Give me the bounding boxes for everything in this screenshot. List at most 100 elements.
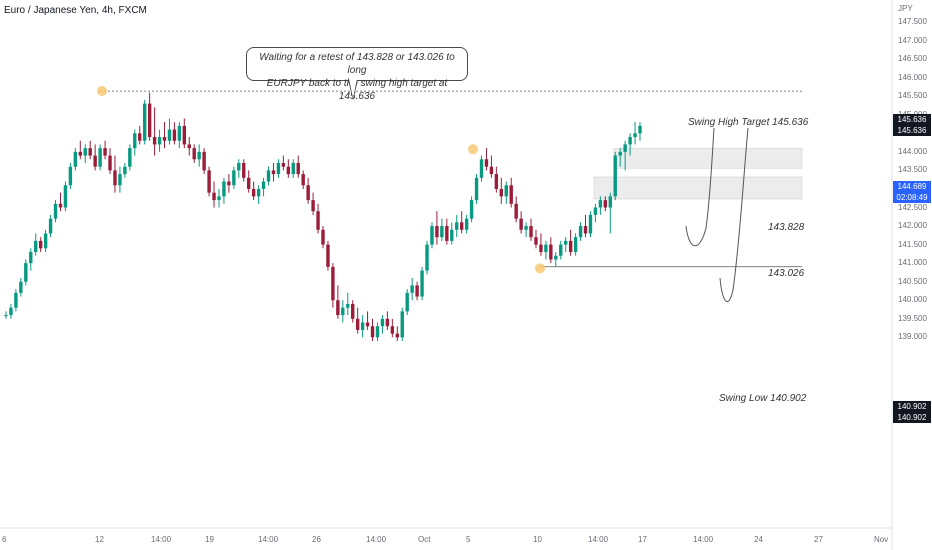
annotation-line-2: EURJPY back to the swing high target at …	[266, 78, 448, 102]
candle	[291, 159, 295, 178]
candle	[479, 155, 484, 182]
candle	[484, 148, 489, 171]
candle	[564, 237, 568, 253]
candle	[162, 122, 167, 149]
markers-layer	[97, 86, 545, 274]
candle	[578, 222, 583, 241]
candle	[568, 229, 573, 256]
candle	[152, 107, 157, 156]
candle	[48, 214, 53, 238]
candle	[24, 259, 28, 286]
swing-high-marker	[97, 86, 107, 97]
retest-zone-lower[interactable]	[593, 176, 803, 200]
candle	[440, 218, 444, 241]
price-tick-label: 141.500	[898, 239, 927, 249]
candle	[573, 233, 578, 256]
candle	[380, 315, 385, 334]
candle	[519, 211, 523, 234]
candle	[266, 166, 271, 186]
candles-layer	[4, 92, 642, 342]
candle	[103, 140, 107, 160]
candle	[435, 211, 439, 245]
candle	[217, 188, 221, 208]
candle	[326, 240, 330, 271]
candle	[247, 170, 251, 193]
swing-high-price-tag-2: 145.636	[893, 125, 931, 136]
candle	[242, 159, 246, 182]
candle	[9, 303, 13, 319]
candle	[197, 144, 201, 167]
time-tick-label: 5	[466, 535, 471, 544]
candle	[261, 177, 266, 197]
candle	[296, 155, 300, 178]
candle	[455, 214, 459, 238]
candle	[341, 300, 345, 323]
candle	[138, 125, 142, 145]
candle	[128, 144, 132, 171]
candle	[108, 148, 112, 175]
candle	[360, 315, 365, 338]
time-tick-label: 24	[754, 535, 763, 544]
candle	[365, 311, 370, 330]
projection-layer	[685, 127, 749, 303]
time-tick-label: Nov	[874, 535, 889, 544]
candle	[638, 122, 642, 141]
candle	[187, 137, 191, 156]
candle	[232, 166, 236, 189]
time-tick-label: 14:00	[151, 535, 172, 544]
candle	[29, 248, 33, 271]
candle	[222, 177, 226, 204]
price-tick-label: 142.000	[898, 221, 927, 231]
time-tick-label: 27	[814, 535, 823, 544]
swing-low-price-tag-2: 140.902	[893, 412, 931, 423]
candle	[494, 166, 499, 193]
candle	[613, 151, 617, 201]
candle	[34, 233, 38, 256]
time-tick-label: 19	[205, 535, 214, 544]
lower-high-marker	[468, 144, 478, 155]
annotation-callout[interactable]: Waiting for a retest of 143.828 or 143.0…	[246, 47, 468, 102]
candle	[118, 166, 122, 193]
candle	[529, 218, 533, 241]
candle	[123, 162, 127, 178]
zone-upper-label[interactable]: 143.828	[768, 222, 805, 233]
swing-low-label[interactable]: Swing Low 140.902	[719, 393, 807, 404]
annotation-callout-tail-fill	[349, 79, 357, 98]
bar-countdown-tag: 02:08:49	[893, 192, 931, 203]
candle	[539, 233, 543, 256]
candle	[514, 196, 518, 223]
candle	[524, 222, 528, 238]
candle	[415, 281, 419, 301]
candle	[321, 226, 325, 249]
candle	[147, 92, 152, 141]
candle	[509, 177, 513, 208]
symbol-title[interactable]: Euro / Japanese Yen, 4h, FXCM	[4, 5, 147, 16]
candle	[301, 170, 305, 189]
candle	[489, 155, 494, 178]
candle	[504, 181, 508, 204]
time-tick-label: 10	[533, 535, 542, 544]
price-tick-label: 146.500	[898, 54, 927, 64]
swing-high-label[interactable]: Swing High Target 145.636	[688, 117, 809, 128]
retest-zone-upper[interactable]	[613, 147, 803, 169]
time-tick-label: 14:00	[366, 535, 387, 544]
candle	[351, 300, 355, 323]
candle	[633, 122, 637, 145]
candle	[588, 211, 593, 238]
candle	[559, 240, 563, 260]
candle	[395, 326, 399, 342]
candle	[177, 122, 182, 149]
zone-lower-label[interactable]: 143.026	[768, 268, 805, 279]
candle	[212, 181, 216, 208]
candle	[98, 144, 102, 171]
price-tick-label: 139.500	[898, 313, 927, 323]
candle	[227, 174, 231, 193]
candle	[38, 237, 43, 253]
candle	[346, 292, 350, 316]
candle	[603, 196, 608, 212]
candle	[598, 196, 603, 215]
candle	[544, 240, 548, 260]
candle	[405, 289, 409, 316]
